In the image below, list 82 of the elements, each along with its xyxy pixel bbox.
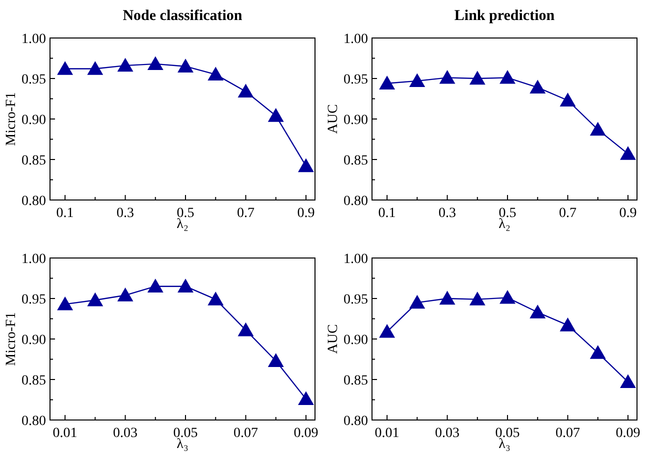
point: [208, 66, 224, 81]
y-tick-label: 0.95: [344, 72, 368, 88]
x-tick-label: 0.9: [297, 206, 315, 221]
point: [87, 292, 104, 306]
y-tick-label: 0.95: [22, 292, 46, 308]
point: [439, 70, 456, 84]
x-tick-label: 0.07: [555, 426, 580, 441]
y-tick-label: 0.90: [22, 333, 46, 348]
y-tick-label: 0.85: [22, 374, 46, 388]
point: [379, 324, 396, 338]
y-tick-label: 1.00: [22, 32, 46, 47]
y-axis-title: Micro-F1: [4, 92, 19, 146]
point: [560, 318, 576, 332]
x-tick-label: 0.9: [619, 206, 637, 221]
chart-title: Link prediction: [454, 8, 556, 24]
y-axis-title: AUC: [326, 324, 341, 354]
point: [620, 374, 636, 388]
y-tick-label: 0.80: [22, 194, 46, 209]
point: [409, 73, 426, 88]
point: [208, 292, 224, 306]
point: [147, 278, 164, 292]
x-tick-label: 0.07: [233, 426, 258, 441]
y-tick-label: 0.85: [344, 154, 368, 168]
point: [590, 122, 606, 136]
y-tick-label: 0.85: [344, 374, 368, 388]
point: [87, 61, 104, 75]
x-tick-label: 0.09: [616, 426, 640, 441]
point: [268, 108, 284, 122]
point: [620, 146, 636, 160]
point: [500, 70, 516, 84]
y-tick-label: 1.00: [344, 32, 368, 47]
y-tick-label: 0.80: [22, 414, 46, 429]
y-axis-title: AUC: [326, 104, 341, 134]
x-tick-label: 0.1: [56, 206, 74, 221]
chart-title: Node classification: [122, 8, 243, 24]
point: [268, 353, 284, 367]
point: [147, 56, 164, 70]
x-tick-label: 0.3: [438, 206, 456, 221]
x-tick-label: 0.01: [52, 426, 78, 441]
y-tick-label: 0.90: [344, 113, 368, 128]
x-tick-label: 0.01: [374, 426, 400, 441]
point: [117, 58, 134, 72]
x-tick-label: 0.03: [113, 426, 138, 441]
point: [439, 290, 456, 305]
x-tick-label: 0.7: [558, 206, 576, 221]
x-axis-title: λ₃: [176, 437, 188, 452]
x-tick-label: 0.03: [435, 426, 460, 441]
point: [590, 345, 606, 359]
x-tick-label: 0.7: [236, 206, 254, 221]
x-axis-title: λ₂: [498, 217, 510, 232]
point: [409, 294, 426, 309]
point: [57, 61, 74, 75]
point: [469, 70, 486, 85]
point: [57, 296, 74, 310]
point: [298, 391, 314, 406]
y-tick-label: 1.00: [22, 252, 46, 267]
y-tick-label: 0.90: [344, 333, 368, 348]
y-tick-label: 1.00: [344, 252, 368, 267]
point: [178, 58, 194, 72]
point: [298, 158, 314, 172]
x-tick-label: 0.3: [116, 206, 134, 221]
y-tick-label: 0.85: [22, 154, 46, 168]
point: [530, 304, 546, 318]
x-tick-label: 0.1: [378, 206, 396, 221]
y-tick-label: 0.80: [344, 414, 368, 429]
point: [530, 80, 546, 94]
y-tick-label: 0.95: [22, 72, 46, 88]
x-tick-label: 0.09: [294, 426, 318, 441]
x-axis-title: λ₃: [498, 437, 510, 452]
point: [469, 292, 486, 306]
point: [238, 84, 254, 98]
point: [238, 322, 254, 336]
point: [560, 92, 576, 106]
point: [178, 278, 194, 292]
y-tick-label: 0.90: [22, 113, 46, 128]
y-tick-label: 0.95: [344, 292, 368, 308]
point: [379, 76, 396, 90]
point: [117, 288, 134, 302]
y-tick-label: 0.80: [344, 194, 368, 209]
y-axis-title: Micro-F1: [4, 312, 19, 366]
point: [500, 290, 516, 304]
x-axis-title: λ₂: [176, 217, 188, 232]
